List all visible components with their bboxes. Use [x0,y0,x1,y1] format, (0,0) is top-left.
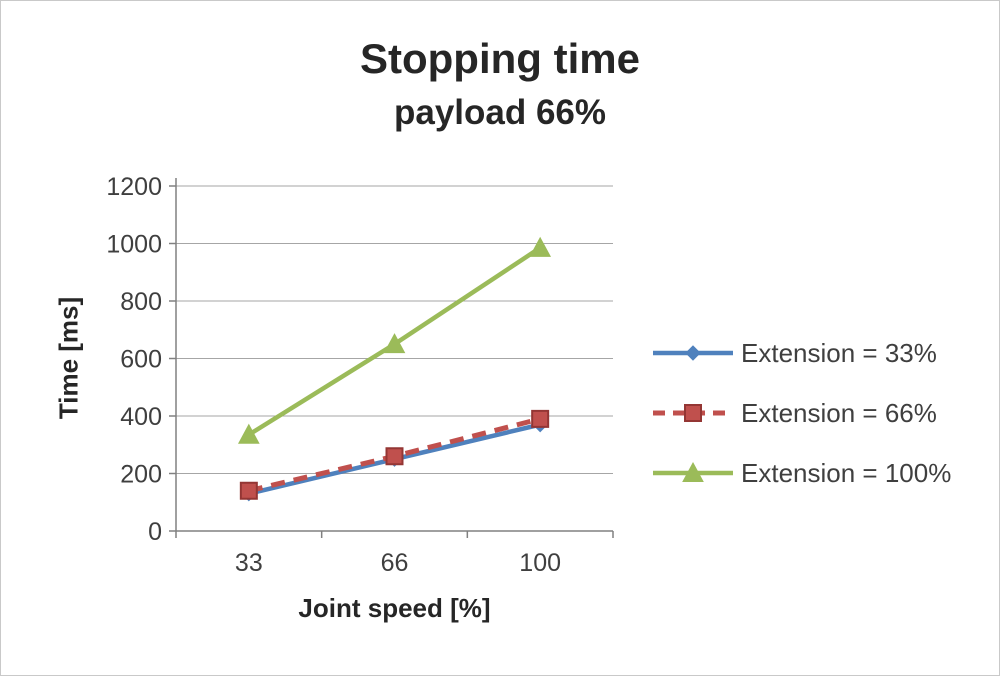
x-tick-label: 33 [235,549,263,577]
legend-sample-line-icon [653,404,733,422]
x-tick-label: 66 [381,549,409,577]
series-marker [684,404,702,422]
y-tick-label: 400 [120,403,162,431]
chart-legend: Extension = 33% Extension = 66% Extensio… [651,331,951,511]
y-tick-label: 200 [120,461,162,489]
legend-sample-line-icon [653,345,733,361]
chart-title: Stopping time [360,35,640,82]
legend-label: Extension = 100% [741,457,952,488]
y-tick-label: 800 [120,288,162,316]
legend-label: Extension = 66% [741,397,937,428]
series-marker [239,481,258,500]
series-marker [531,409,550,428]
chart-subtitle: payload 66% [393,93,607,132]
series-marker [529,236,552,257]
y-tick-label: 600 [120,346,162,374]
legend-label: Extension = 33% [741,337,937,368]
x-tick-label: 100 [519,549,561,577]
y-tick-label: 0 [148,518,162,546]
legend-item: Extension = 66% [651,391,951,435]
series-marker [383,333,406,354]
x-axis-title: Joint speed [%] [298,593,491,623]
series-marker [685,345,701,361]
legend-item: Extension = 33% [651,331,951,375]
series-marker [385,447,404,466]
legend-item: Extension = 100% [651,451,951,495]
series-marker [682,461,704,482]
y-tick-label: 1200 [106,173,162,201]
legend-sample-line-icon [653,461,733,482]
y-tick-label: 1000 [106,231,162,259]
series-marker [237,423,260,444]
